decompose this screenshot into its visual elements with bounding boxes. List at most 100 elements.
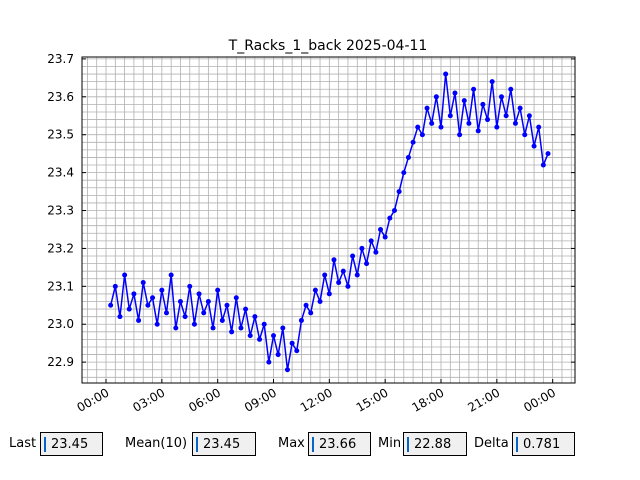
data-point bbox=[317, 299, 323, 304]
data-point bbox=[168, 272, 174, 278]
data-point bbox=[540, 162, 546, 168]
data-point bbox=[512, 120, 518, 126]
y-tick-label: 22.9 bbox=[47, 355, 74, 369]
data-point bbox=[419, 132, 425, 138]
data-point bbox=[471, 86, 477, 92]
data-point bbox=[494, 124, 500, 130]
data-point bbox=[345, 283, 351, 289]
data-point bbox=[378, 226, 384, 232]
data-point bbox=[364, 261, 370, 267]
data-point bbox=[243, 306, 249, 312]
data-point bbox=[498, 94, 504, 100]
x-tick-label: 21:00 bbox=[465, 385, 502, 414]
data-point bbox=[117, 314, 123, 320]
data-point bbox=[145, 302, 151, 308]
y-tick-label: 23.6 bbox=[47, 90, 74, 104]
data-point bbox=[382, 234, 388, 240]
data-point bbox=[368, 238, 374, 244]
chart-title: T_Racks_1_back 2025-04-11 bbox=[228, 38, 428, 54]
data-point bbox=[210, 325, 216, 331]
data-point bbox=[457, 132, 463, 138]
chart: T_Racks_1_back 2025-04-11 22.9 23.0 23.1 23… bbox=[47, 38, 576, 415]
data-point bbox=[247, 333, 253, 339]
data-point bbox=[410, 139, 416, 145]
data-point bbox=[391, 208, 397, 214]
stat-value[interactable]: 22.88 bbox=[403, 432, 467, 456]
stat-value[interactable]: 0.781 bbox=[512, 432, 575, 456]
x-tick-label: 00:00 bbox=[75, 385, 112, 414]
data-point bbox=[312, 287, 318, 293]
data-point bbox=[326, 291, 332, 297]
data-point bbox=[503, 113, 509, 119]
data-point bbox=[229, 329, 235, 335]
data-point bbox=[489, 79, 495, 85]
data-point bbox=[224, 302, 230, 308]
data-point bbox=[191, 321, 197, 327]
data-point bbox=[466, 120, 472, 126]
data-point bbox=[136, 317, 142, 323]
data-point bbox=[401, 170, 407, 176]
x-tick-label: 12:00 bbox=[298, 385, 335, 414]
y-tick-label: 23.2 bbox=[47, 241, 74, 255]
data-point bbox=[131, 291, 137, 297]
data-point bbox=[429, 120, 435, 126]
y-tick-label: 23.7 bbox=[47, 52, 74, 66]
stat-value[interactable]: 23.66 bbox=[308, 432, 371, 456]
stat-label: Mean(10) bbox=[125, 436, 188, 451]
data-point bbox=[522, 132, 528, 138]
data-point bbox=[196, 291, 202, 297]
data-point bbox=[461, 98, 467, 104]
data-point bbox=[150, 295, 156, 301]
data-point bbox=[271, 333, 277, 339]
x-tick-label: 06:00 bbox=[186, 385, 223, 414]
data-point bbox=[163, 310, 169, 316]
x-tick-label: 00:00 bbox=[521, 385, 558, 414]
data-point bbox=[517, 105, 523, 111]
data-point bbox=[336, 280, 342, 286]
y-tick-label: 23.0 bbox=[47, 317, 74, 331]
data-point bbox=[415, 124, 421, 130]
data-point bbox=[215, 287, 221, 293]
stat-label: Min bbox=[378, 436, 402, 451]
data-point bbox=[303, 302, 309, 308]
data-point bbox=[159, 287, 165, 293]
data-point bbox=[294, 348, 300, 354]
data-point bbox=[257, 336, 263, 342]
x-tick-label: 09:00 bbox=[242, 385, 279, 414]
data-point bbox=[438, 124, 444, 130]
data-point bbox=[354, 272, 360, 278]
y-tick-label: 23.1 bbox=[47, 279, 74, 293]
data-point bbox=[475, 128, 481, 134]
x-tick-label: 15:00 bbox=[354, 385, 391, 414]
data-point bbox=[201, 310, 207, 316]
y-tick-label: 23.5 bbox=[47, 128, 74, 142]
data-point bbox=[331, 257, 337, 263]
x-tick-label: 03:00 bbox=[130, 385, 167, 414]
data-point bbox=[545, 151, 551, 157]
stat-label: Delta bbox=[474, 436, 509, 451]
data-point bbox=[447, 113, 453, 119]
data-point bbox=[140, 280, 146, 286]
data-point bbox=[298, 317, 304, 323]
data-point bbox=[238, 325, 244, 331]
y-tick-label: 23.4 bbox=[47, 166, 74, 180]
stat-label: Last bbox=[9, 436, 37, 451]
stat-value[interactable]: 23.45 bbox=[192, 432, 256, 456]
data-point bbox=[126, 306, 132, 312]
data-point bbox=[340, 268, 346, 274]
x-tick-label: 18:00 bbox=[410, 385, 447, 414]
data-point bbox=[187, 283, 193, 289]
data-point bbox=[154, 321, 160, 327]
data-point bbox=[387, 215, 393, 221]
data-point bbox=[373, 249, 379, 255]
data-point bbox=[219, 317, 225, 323]
data-point bbox=[405, 154, 411, 160]
data-point bbox=[531, 143, 537, 149]
data-point bbox=[289, 340, 295, 346]
stat-value[interactable]: 23.45 bbox=[40, 432, 103, 456]
data-point bbox=[173, 325, 179, 331]
y-tick-label: 23.3 bbox=[47, 204, 74, 218]
data-point bbox=[433, 94, 439, 100]
data-point bbox=[108, 302, 114, 308]
